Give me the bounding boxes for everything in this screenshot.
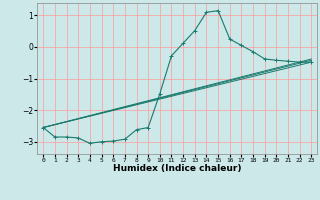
X-axis label: Humidex (Indice chaleur): Humidex (Indice chaleur) [113,164,242,173]
